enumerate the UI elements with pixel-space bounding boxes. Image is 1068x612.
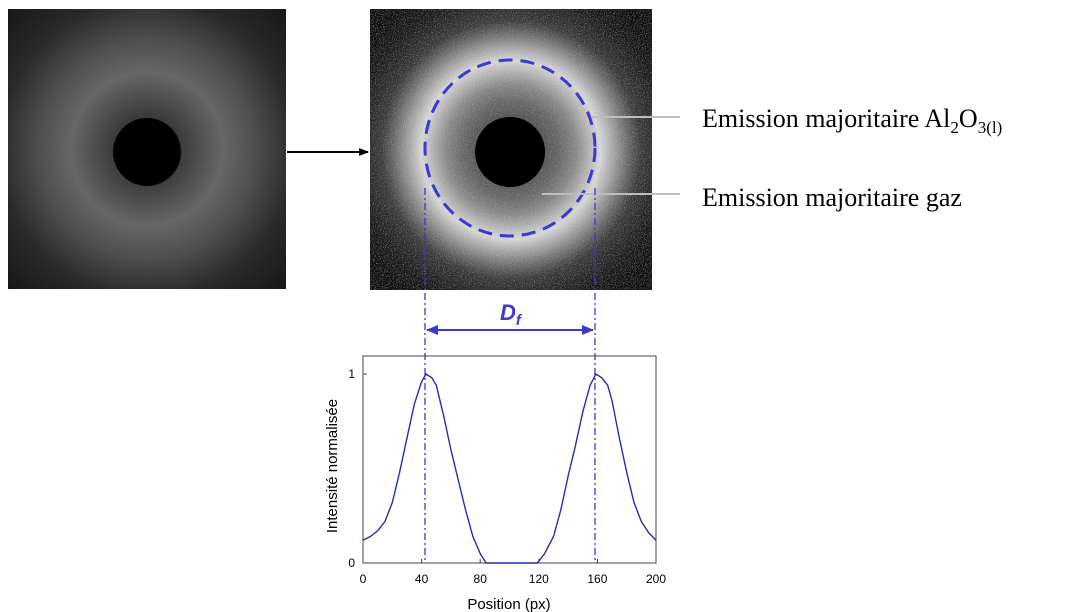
annotation-emission-liquid: Emission majoritaire Al2O3(l) — [702, 104, 1002, 137]
intensity-curve — [362, 372, 657, 564]
y-axis-label: Intensité normalisée — [324, 399, 341, 533]
x-axis-label: Position (px) — [467, 596, 550, 612]
processed-image — [370, 9, 652, 290]
x-tick-label: 0 — [360, 572, 367, 586]
raw-image — [8, 9, 286, 289]
plot-frame — [362, 355, 657, 564]
x-tick-label: 200 — [646, 572, 666, 586]
processed-image-central-spot — [475, 117, 545, 187]
diameter-label: Df — [500, 300, 523, 329]
x-tick-label: 120 — [529, 572, 549, 586]
x-tick-label: 80 — [474, 572, 488, 586]
x-axis-ticks: 0 40 80 120 160 200 — [360, 559, 666, 586]
y-axis-ticks: 01 — [348, 367, 367, 570]
x-tick-label: 160 — [587, 572, 607, 586]
flame-boundary-ellipse — [423, 58, 597, 238]
y-tick-label: 1 — [348, 367, 355, 381]
y-tick-label: 0 — [348, 556, 355, 570]
raw-image-central-spot — [113, 118, 181, 186]
x-tick-label: 40 — [415, 572, 429, 586]
intensity-profile-chart: 0 40 80 120 160 200 01 Position (px) Intensit… — [324, 355, 666, 612]
annotation-emission-gas: Emission majoritaire gaz — [702, 183, 962, 212]
